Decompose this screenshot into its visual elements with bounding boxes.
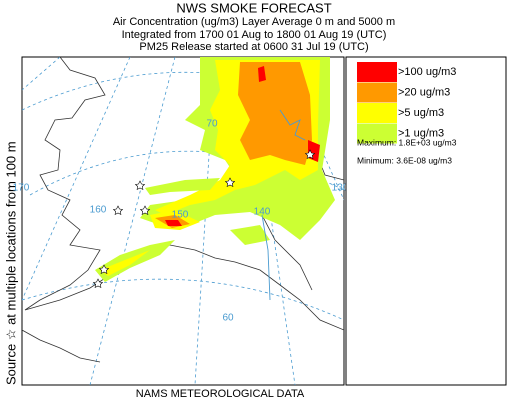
smoke-area	[145, 178, 220, 195]
graticule-label: 170	[13, 183, 30, 194]
legend-label: >5 ug/m3	[398, 107, 444, 119]
river	[261, 214, 271, 301]
legend: >100 ug/m3 >20 ug/m3 >5 ug/m3 >1 ug/m3Maxim…	[345, 56, 507, 386]
graticule-label: 70	[206, 119, 218, 130]
graticule-label: 60	[222, 313, 234, 324]
smoke-area	[165, 220, 182, 226]
legend-swatch	[357, 82, 397, 103]
subtitle: PM25 Release started at 0600 31 Jul 19 (…	[139, 41, 368, 53]
lake	[279, 109, 306, 141]
title: NWS SMOKE FORECAST	[176, 0, 331, 15]
graticule-label: 130	[332, 183, 349, 194]
legend-label: >20 ug/m3	[398, 86, 450, 98]
legend-minimum: Minimum: 3.6E-08 ug/m3	[357, 155, 452, 165]
graticule	[89, 57, 176, 385]
source-star	[139, 205, 151, 216]
graticule	[22, 57, 131, 301]
graticule-label: 140	[254, 207, 271, 218]
side-label: Source ☆ at multiple locations from 100 …	[3, 141, 18, 385]
source-star	[112, 205, 124, 216]
smoke-area	[230, 225, 270, 245]
legend-swatch	[357, 123, 397, 144]
legend-swatch	[357, 103, 397, 123]
graticule	[22, 57, 61, 91]
legend-label: >1 ug/m3	[398, 127, 444, 139]
graticule-label: 150	[172, 210, 189, 221]
subtitle: Integrated from 1700 01 Aug to 1800 01 A…	[122, 29, 387, 41]
source-star	[134, 180, 146, 191]
graticule-labels: 170 160 150 140 130 70 60	[13, 119, 349, 324]
graticule-label: 160	[90, 205, 107, 216]
map: 170 160 150 140 130 70 60	[13, 56, 349, 386]
smoke-area	[258, 66, 266, 82]
legend-swatch	[357, 62, 397, 82]
source-star	[304, 149, 316, 160]
graticule	[29, 150, 344, 196]
coastline	[24, 57, 344, 331]
legend-maximum: Maximum: 1.8E+03 ug/m3	[357, 137, 457, 147]
footer: NAMS METEOROLOGICAL DATA	[136, 388, 305, 400]
coastline	[22, 329, 101, 363]
source-star	[98, 264, 110, 275]
source-star	[92, 278, 104, 289]
source-star	[224, 177, 236, 188]
legend-label: >100 ug/m3	[398, 66, 456, 78]
smoke-area	[238, 62, 312, 165]
graticule	[22, 71, 331, 111]
subtitle: Air Concentration (ug/m3) Layer Average …	[113, 16, 395, 28]
smoke-area	[100, 250, 150, 276]
